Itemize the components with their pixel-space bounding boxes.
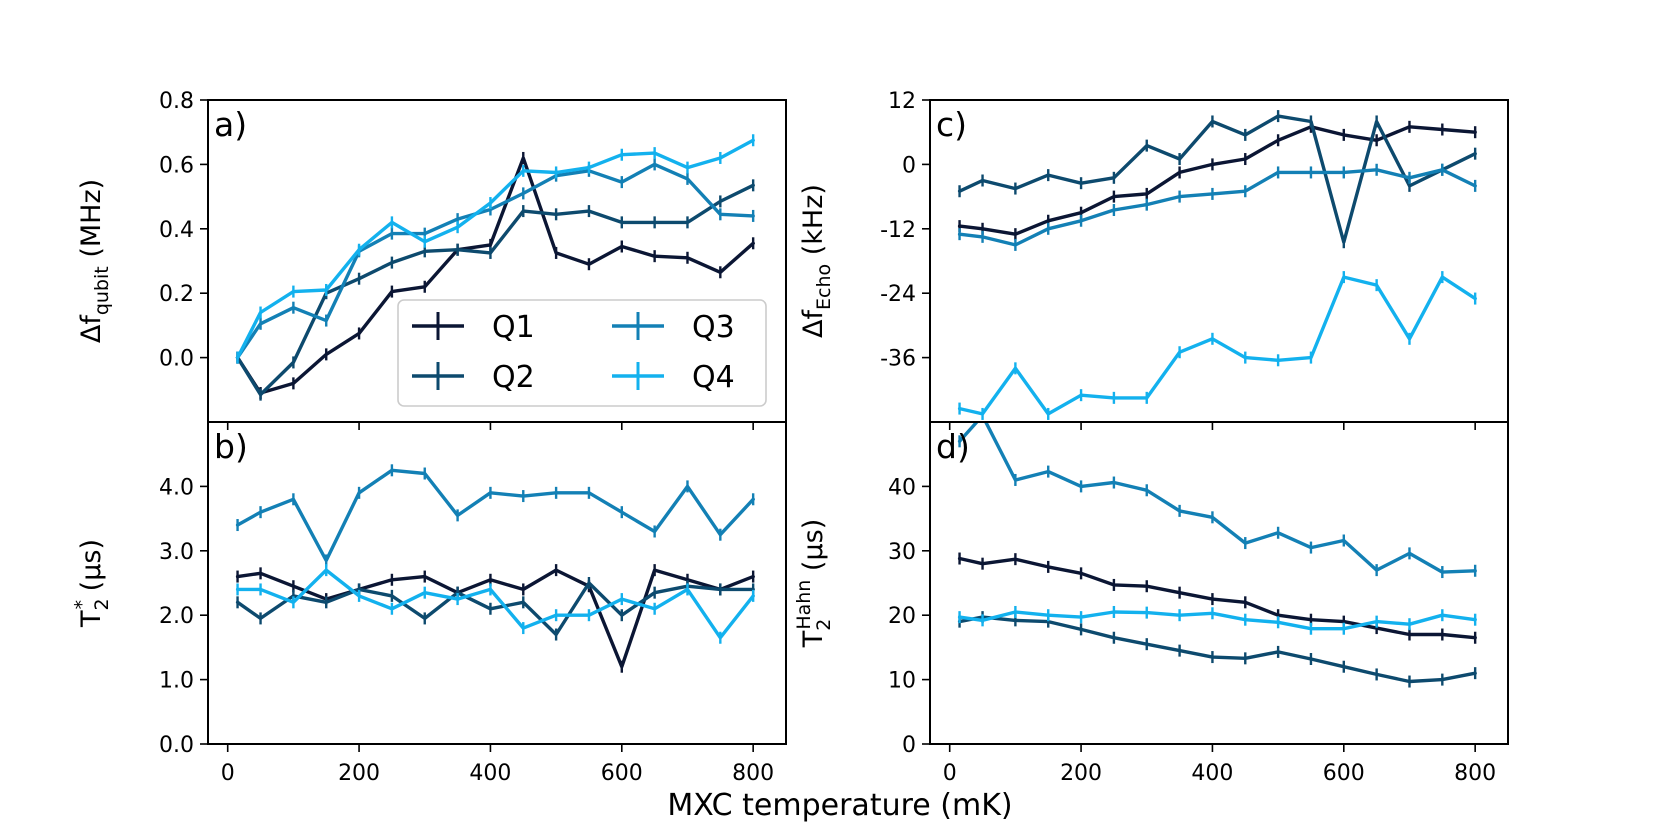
x-tick-label: 600 (1323, 761, 1365, 786)
y-axis-label-c: ΔfEcho (kHz) (798, 184, 835, 338)
panel-label-b: b) (214, 427, 248, 466)
x-tick-label: 800 (1454, 761, 1496, 786)
panel-a-series (235, 134, 755, 401)
legend-box (397, 299, 767, 407)
panel-c: -36 -24 -12 0 12 c) ΔfEcho (kHz) (798, 89, 1509, 430)
legend-label-q1: Q1 (492, 310, 535, 345)
panel-a: 0.0 0.2 0.4 0.6 0.8 a) Δfqubit (MHz) Q1 Q2 Q3 Q4 (76, 89, 787, 430)
legend-label-q3: Q3 (692, 310, 735, 345)
series-line-b-q1 (235, 568, 755, 669)
panel-c-frame (929, 99, 1509, 423)
panel-d: 0 200 400 600 800 0 10 20 30 40 d) T2Hahn (μs) (793, 421, 1509, 786)
y-tick-label: -12 (880, 218, 916, 243)
panel-d-series (957, 422, 1477, 688)
legend-label-q2: Q2 (492, 360, 535, 395)
x-tick-label: 800 (732, 761, 774, 786)
y-axis-label-a: Δfqubit (MHz) (76, 179, 113, 343)
series-line-b-q3 (235, 468, 755, 563)
panel-c-series (957, 110, 1477, 420)
x-tick-label: 0 (943, 761, 957, 786)
y-tick-label: 4.0 (159, 475, 194, 500)
panel-label-c: c) (936, 105, 967, 144)
series-line-c-q2 (957, 114, 1477, 244)
x-tick-label: 400 (1191, 761, 1233, 786)
y-tick-label: 0.4 (159, 218, 194, 243)
y-tick-label: -36 (880, 347, 916, 372)
x-tick-label: 200 (338, 761, 380, 786)
x-tick-label: 600 (601, 761, 643, 786)
y-axis-label-d: T2Hahn (μs) (793, 519, 835, 649)
y-tick-label: 0 (902, 733, 916, 758)
series-line-d-q1 (957, 556, 1477, 640)
panel-label-a: a) (214, 105, 247, 144)
y-tick-label: 0 (902, 153, 916, 178)
y-tick-label: 0.0 (159, 347, 194, 372)
y-tick-label: 3.0 (159, 540, 194, 565)
legend: Q1 Q2 Q3 Q4 (397, 299, 767, 407)
x-tick-label: 400 (469, 761, 511, 786)
y-tick-label: 10 (888, 669, 916, 694)
y-tick-label: 0.8 (159, 89, 194, 114)
panels: 0.0 0.2 0.4 0.6 0.8 a) Δfqubit (MHz) Q1 Q2 Q3 Q4 0 2… (71, 89, 1509, 786)
y-tick-label: 12 (888, 89, 916, 114)
series-line-c-q4 (957, 275, 1477, 416)
y-tick-label: 2.0 (159, 604, 194, 629)
y-tick-label: 1.0 (159, 669, 194, 694)
y-tick-label: 0.2 (159, 282, 194, 307)
y-tick-label: 40 (888, 475, 916, 500)
series-line-d-q3 (957, 422, 1477, 574)
x-axis-label: MXC temperature (mK) (667, 788, 1012, 823)
y-tick-label: 30 (888, 540, 916, 565)
series-line-b-q2 (235, 581, 755, 637)
y-tick-label: -24 (880, 282, 916, 307)
y-tick-label: 0.6 (159, 153, 194, 178)
legend-label-q4: Q4 (692, 360, 735, 395)
panel-d-frame (929, 421, 1509, 745)
panel-b: 0 200 400 600 800 0.0 1.0 2.0 3.0 4.0 b) T2* (μs) (71, 421, 787, 786)
y-tick-label: 0.0 (159, 733, 194, 758)
x-tick-label: 200 (1060, 761, 1102, 786)
y-axis-label-b: T2* (μs) (71, 539, 113, 628)
series-line-d-q2 (957, 615, 1477, 684)
y-tick-label: 20 (888, 604, 916, 629)
panel-label-d: d) (936, 427, 970, 466)
panel-b-series (235, 464, 755, 673)
x-tick-label: 0 (221, 761, 235, 786)
panel-b-frame (207, 421, 787, 745)
